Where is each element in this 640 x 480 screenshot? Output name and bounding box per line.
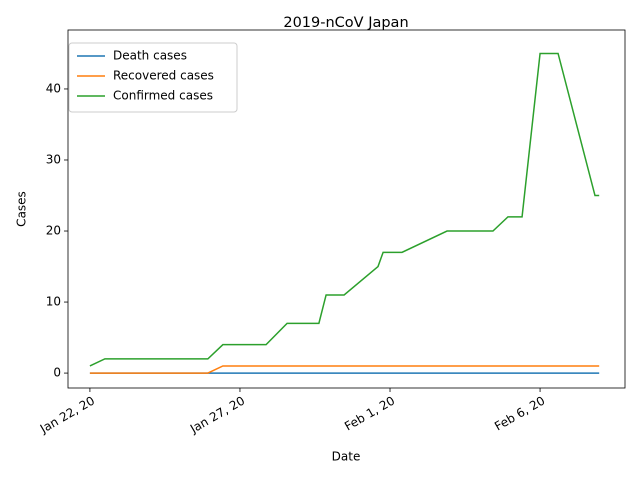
x-tick-label: Feb 1, 20 [342,394,397,434]
y-axis-label: Cases [15,191,29,227]
legend-label: Death cases [113,49,187,63]
y-tick-label: 40 [46,81,61,95]
legend-label: Confirmed cases [113,89,213,103]
y-tick-label: 10 [46,295,61,309]
x-tick-label: Jan 27, 20 [187,394,247,437]
data-line [89,52,600,367]
legend-box [68,42,238,113]
data-line [89,365,600,374]
y-tick-label: 0 [53,366,61,380]
legend-label: Recovered cases [113,69,214,83]
x-axis-label: Date [332,450,361,464]
x-tick-label: Jan 22, 20 [37,394,97,437]
y-tick-label: 20 [46,224,61,238]
y-tick-label: 30 [46,152,61,166]
plot-frame [67,29,626,389]
chart-title: 2019-nCoV Japan [283,15,408,31]
x-tick-label: Feb 6, 20 [492,394,547,434]
